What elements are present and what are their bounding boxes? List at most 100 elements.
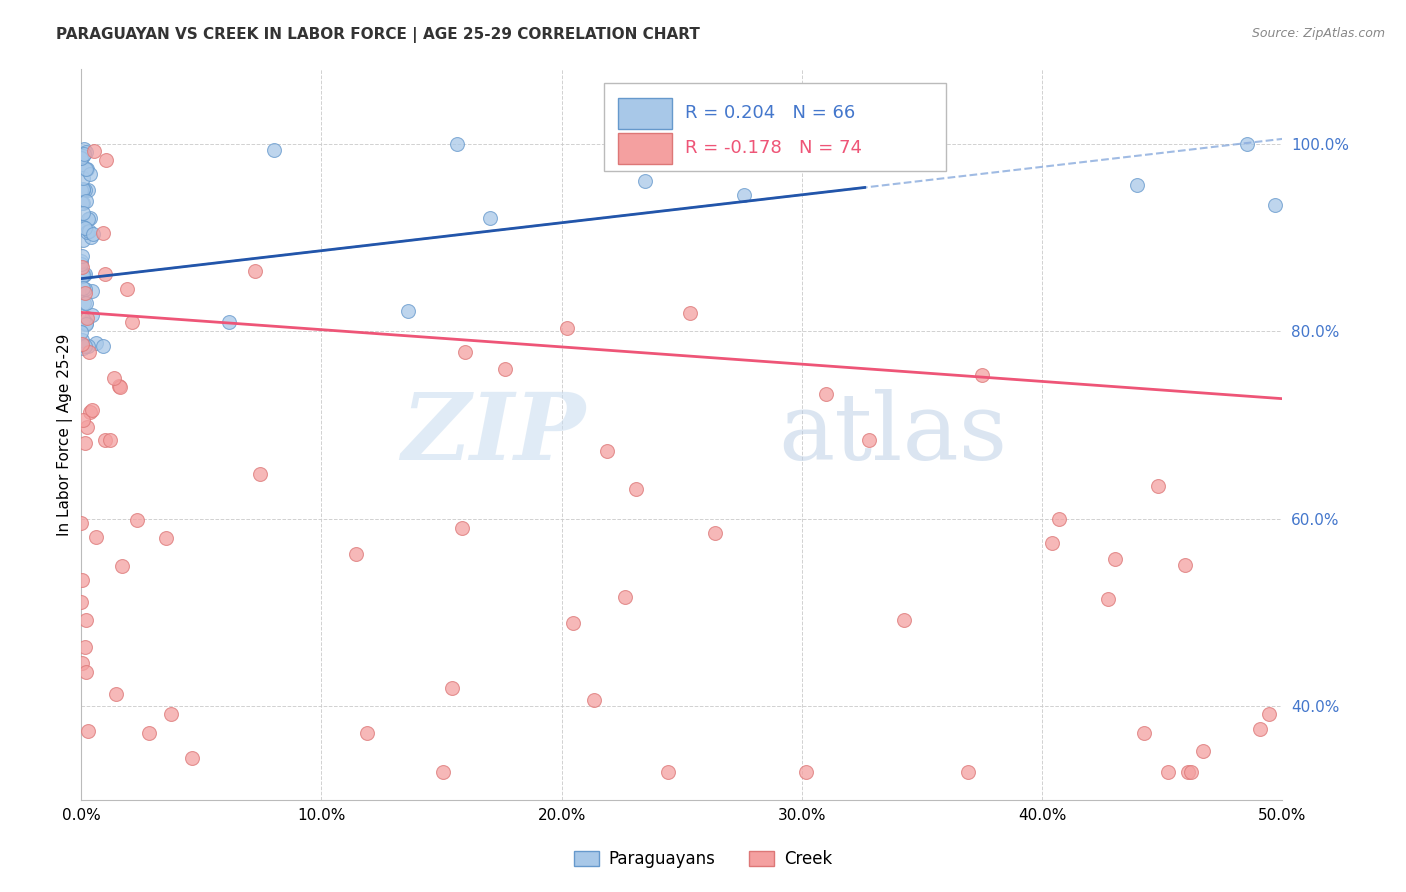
Point	[75, 317, 97, 331]
Point	[72, 170, 94, 185]
Point	[76, 225, 98, 239]
Point	[72, 413, 94, 427]
Point	[180, 751, 202, 765]
Point	[657, 764, 679, 779]
Point	[73, 268, 96, 282]
Point	[1257, 706, 1279, 721]
Point	[79, 211, 101, 225]
Point	[679, 306, 702, 320]
Point	[75, 194, 97, 208]
Point	[396, 304, 419, 318]
Point	[121, 315, 143, 329]
Point	[263, 144, 285, 158]
Point	[70, 249, 93, 263]
Point	[75, 316, 97, 330]
Point	[94, 433, 117, 447]
Point	[72, 196, 94, 211]
Point	[72, 342, 94, 356]
Point	[432, 764, 454, 779]
Point	[155, 531, 177, 545]
Point	[75, 295, 97, 310]
Point	[70, 184, 93, 198]
Point	[83, 144, 105, 158]
Point	[72, 219, 94, 234]
Point	[77, 224, 100, 238]
Point	[893, 613, 915, 627]
Point	[858, 433, 880, 447]
Point	[634, 173, 657, 187]
Point	[103, 371, 125, 385]
Point	[70, 151, 93, 165]
Point	[440, 681, 463, 696]
Point	[494, 362, 516, 376]
Text: Source: ZipAtlas.com: Source: ZipAtlas.com	[1251, 27, 1385, 40]
Point	[72, 206, 94, 220]
Point	[72, 149, 94, 163]
Point	[70, 326, 93, 340]
Text: R = -0.178   N = 74: R = -0.178 N = 74	[685, 139, 862, 157]
Point	[72, 312, 94, 326]
Point	[70, 184, 93, 198]
Point	[613, 590, 636, 604]
Point	[446, 136, 468, 151]
Point	[75, 161, 97, 176]
Point	[73, 147, 96, 161]
Point	[72, 184, 94, 198]
Point	[1157, 764, 1180, 779]
Point	[82, 284, 104, 298]
Point	[75, 285, 97, 300]
Point	[1126, 178, 1149, 193]
Point	[814, 386, 837, 401]
Point	[86, 530, 108, 544]
Point	[75, 613, 97, 627]
Point	[72, 196, 94, 211]
Y-axis label: In Labor Force | Age 25-29: In Labor Force | Age 25-29	[58, 333, 73, 535]
Point	[91, 226, 114, 240]
Point	[794, 764, 817, 779]
Point	[82, 308, 104, 322]
Point	[583, 693, 606, 707]
Point	[73, 640, 96, 654]
Point	[94, 153, 117, 167]
FancyBboxPatch shape	[619, 98, 672, 128]
Point	[1040, 536, 1063, 550]
Point	[98, 433, 121, 447]
Point	[1133, 726, 1156, 740]
Point	[1047, 512, 1070, 526]
Point	[76, 339, 98, 353]
Point	[73, 296, 96, 310]
Point	[73, 339, 96, 353]
Point	[956, 764, 979, 779]
Point	[91, 339, 114, 353]
Point	[70, 573, 93, 587]
Text: ZIP: ZIP	[402, 389, 586, 479]
Point	[451, 521, 474, 535]
Point	[733, 188, 755, 202]
Text: R = 0.204   N = 66: R = 0.204 N = 66	[685, 104, 856, 122]
Point	[76, 310, 98, 325]
Point	[626, 482, 648, 496]
Point	[454, 345, 477, 359]
Point	[72, 233, 94, 247]
Point	[70, 160, 93, 174]
Point	[70, 595, 93, 609]
Point	[344, 547, 367, 561]
Point	[84, 335, 107, 350]
Point	[104, 687, 127, 701]
Point	[108, 379, 131, 393]
Point	[1104, 552, 1126, 566]
Point	[70, 516, 93, 530]
Point	[1249, 723, 1271, 737]
Point	[76, 419, 98, 434]
Point	[110, 380, 132, 394]
Point	[70, 657, 93, 671]
Point	[73, 221, 96, 235]
Point	[73, 142, 96, 156]
Point	[70, 337, 93, 351]
Point	[218, 315, 240, 329]
Point	[70, 219, 93, 234]
Point	[125, 512, 148, 526]
Point	[245, 263, 267, 277]
Point	[72, 334, 94, 348]
Point	[70, 269, 93, 284]
